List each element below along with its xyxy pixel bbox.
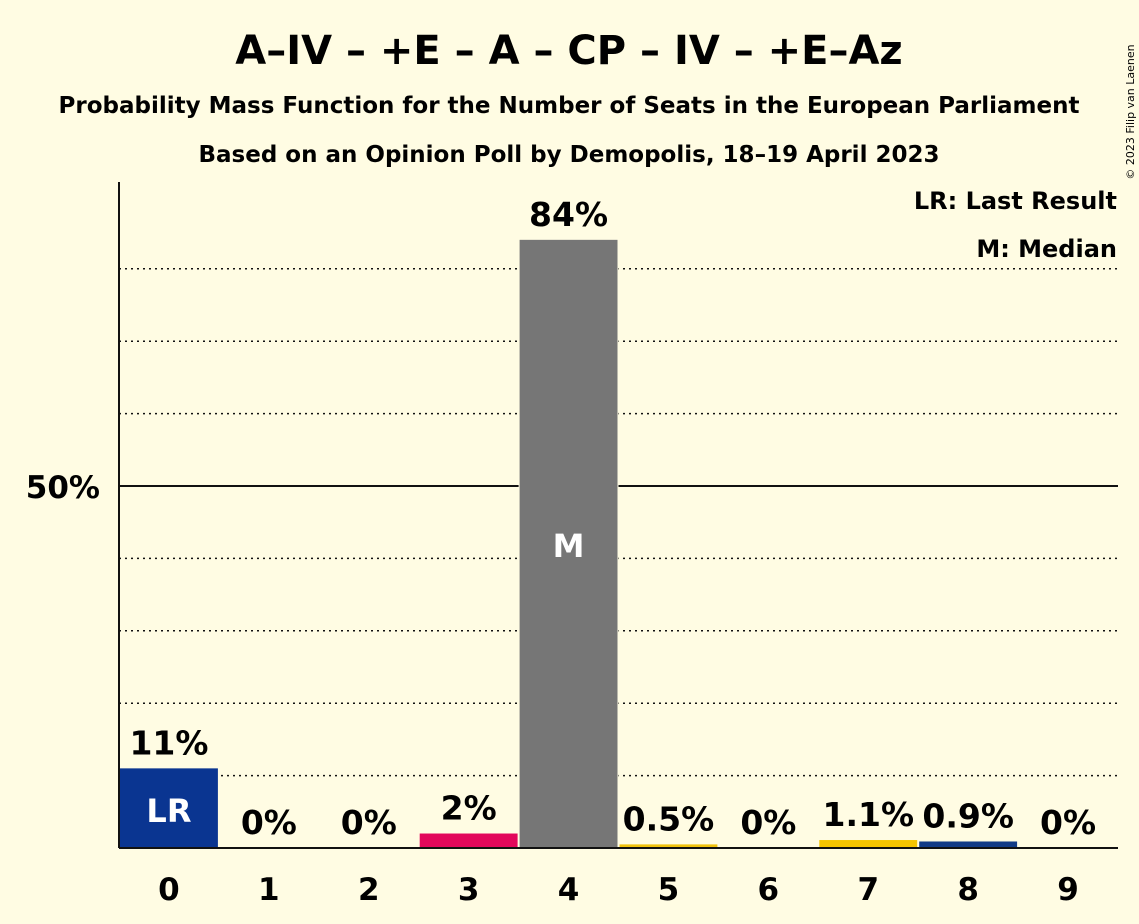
bar-label-8: 0.9%	[922, 796, 1014, 835]
bar-8	[919, 841, 1018, 848]
bars	[119, 238, 1019, 849]
x-tick-3: 3	[458, 872, 480, 908]
x-tick-7: 7	[857, 872, 879, 908]
x-tick-8: 8	[957, 872, 979, 908]
chart-subtitle-source: Based on an Opinion Poll by Demopolis, 1…	[199, 142, 940, 168]
last-result-marker: LR	[146, 792, 191, 830]
chart-subtitle: Probability Mass Function for the Number…	[59, 93, 1080, 119]
bar-label-9: 0%	[1040, 803, 1096, 842]
x-tick-4: 4	[558, 872, 580, 908]
chart-title: A–IV – +E – A – CP – IV – +E–Az	[235, 28, 902, 74]
bar-4	[519, 239, 618, 849]
bar-label-4: 84%	[529, 195, 608, 234]
bar-label-0: 11%	[129, 723, 208, 762]
x-tick-1: 1	[258, 872, 280, 908]
bar-label-3: 2%	[441, 789, 497, 828]
copyright: © 2023 Filip van Laenen	[1124, 44, 1137, 179]
median-marker: M	[553, 527, 585, 565]
bar-label-7: 1.1%	[822, 795, 914, 834]
x-tick-9: 9	[1057, 872, 1079, 908]
legend-last-result: LR: Last Result	[914, 187, 1117, 215]
bar-5	[619, 844, 718, 848]
bar-0	[120, 768, 218, 848]
bar-labels: 11% 0% 0% 2% 84% 0.5% 0% 1.1% 0.9% 0% LR M	[129, 195, 1096, 842]
bar-label-1: 0%	[241, 803, 297, 842]
bar-label-5: 0.5%	[623, 799, 715, 838]
x-tick-5: 5	[658, 872, 680, 908]
y-tick-label-50: 50%	[26, 470, 100, 506]
x-tick-0: 0	[158, 872, 180, 908]
bar-7	[819, 840, 918, 848]
bar-3	[419, 833, 518, 848]
bar-label-6: 0%	[740, 803, 796, 842]
x-tick-6: 6	[758, 872, 780, 908]
x-tick-labels: 0 1 2 3 4 5 6 7 8 9	[158, 872, 1079, 908]
bar-label-2: 0%	[341, 803, 397, 842]
x-tick-2: 2	[358, 872, 380, 908]
legend-median: M: Median	[976, 235, 1117, 263]
